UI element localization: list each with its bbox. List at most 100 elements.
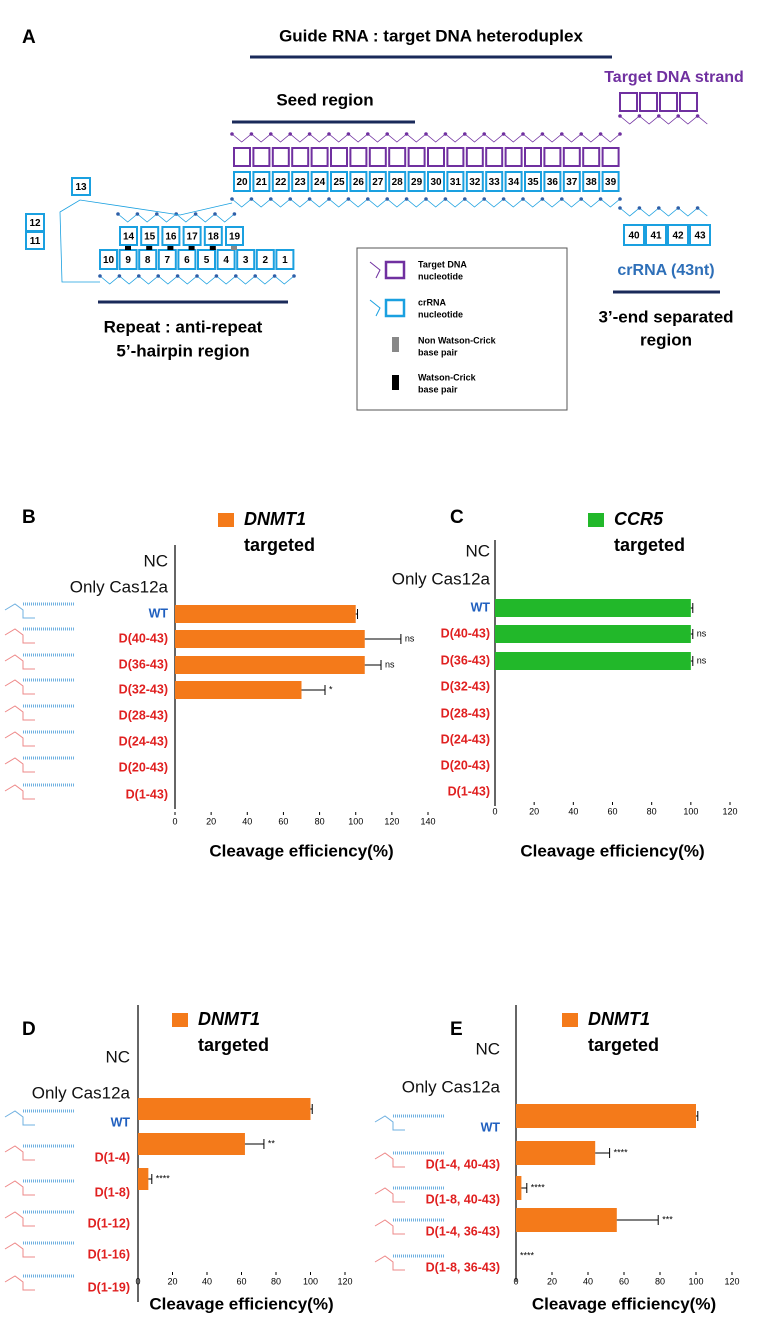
bar: [138, 1168, 149, 1190]
backbone-dot: [579, 197, 583, 201]
x-axis-label: Cleavage efficiency(%): [209, 841, 393, 860]
category-label: D(28-43): [441, 706, 490, 720]
bar: [495, 625, 691, 643]
crrna-nucleotide: [99, 249, 118, 270]
backbone-dot: [676, 114, 680, 118]
backbone-dot: [156, 274, 160, 278]
crrna-nucleotide: [504, 171, 523, 192]
backbone-dot: [443, 197, 448, 201]
crrna-nucleotide: [275, 249, 295, 270]
backbone-dot: [288, 132, 293, 136]
crrna-nucleotide: [330, 171, 348, 192]
legend-icon: [392, 375, 399, 390]
backbone-dot: [657, 114, 661, 118]
backbone-dot: [288, 197, 293, 201]
crrna-nucleotide-number: 2: [263, 255, 269, 266]
legend-note: targeted: [244, 535, 315, 555]
target-nucleotide: [485, 147, 504, 167]
category-label: D(1-4, 40-43): [426, 1157, 500, 1171]
backbone: [619, 207, 708, 217]
crrna-nucleotide-number: 29: [411, 177, 423, 188]
category-label: D(1-19): [88, 1280, 130, 1294]
legend-text: nucleotide: [418, 271, 463, 281]
legend-text: Watson-Crick: [418, 372, 477, 382]
significance: ****: [520, 1250, 535, 1260]
crrna-nucleotide: [25, 213, 45, 232]
backbone-dot: [366, 197, 370, 201]
backbone-dot: [253, 274, 257, 278]
backbone-dot: [521, 132, 525, 136]
crrna-nucleotide: [225, 226, 244, 246]
crrna-nucleotide-number: 4: [223, 255, 229, 266]
backbone-dot: [560, 132, 564, 136]
crrna-nucleotide: [119, 226, 138, 246]
crrna-nucleotide-number: 21: [256, 177, 268, 188]
target-nucleotide: [659, 92, 678, 112]
crrna-nucleotide-number: 43: [694, 231, 706, 242]
legend-swatch: [218, 513, 234, 527]
legend-text: base pair: [418, 347, 458, 357]
legend-note: targeted: [614, 535, 685, 555]
crrna-nucleotide: [161, 226, 181, 246]
backbone-dot: [540, 197, 545, 201]
crrna-icon: [374, 1152, 405, 1168]
bar: [175, 605, 356, 623]
x-tick-label: 20: [167, 1276, 177, 1286]
crrna-nucleotide: [71, 177, 91, 196]
backbone-dot: [463, 132, 467, 136]
category-label: NC: [105, 1047, 130, 1066]
bar: [175, 681, 302, 699]
backbone-dot: [657, 206, 661, 210]
bar: [175, 656, 365, 674]
crrna-nucleotide-number: 15: [144, 232, 156, 243]
target-nucleotide: [639, 92, 658, 112]
crrna-nucleotide-number: 41: [650, 231, 662, 242]
crrna-nucleotide: [427, 171, 445, 192]
x-tick-label: 60: [607, 806, 617, 816]
crrna-nucleotide-number: 7: [165, 255, 171, 266]
x-tick-label: 0: [513, 1276, 518, 1286]
x-tick-label: 80: [655, 1276, 665, 1286]
bar: [138, 1133, 245, 1155]
backbone-dot: [175, 274, 180, 278]
x-tick-label: 40: [202, 1276, 212, 1286]
category-label: D(36-43): [119, 657, 168, 671]
seed-label: Seed region: [276, 90, 373, 109]
crrna-nucleotide: [203, 226, 223, 246]
target-nucleotide: [524, 147, 542, 167]
crrna-nucleotide-number: 23: [295, 177, 307, 188]
x-tick-label: 20: [547, 1276, 557, 1286]
crrna-nucleotide-number: 12: [29, 218, 41, 229]
significance: ns: [697, 655, 707, 665]
backbone-dot: [424, 132, 428, 136]
crrna-nucleotide-number: 19: [229, 232, 241, 243]
category-label: WT: [481, 1120, 501, 1134]
crrna-nucleotide: [407, 171, 426, 192]
base-pair: [231, 246, 237, 250]
backbone-dot: [366, 132, 370, 136]
crrna-nucleotide: [388, 171, 407, 192]
x-tick-label: 80: [271, 1276, 281, 1286]
crrna-nucleotide: [182, 226, 202, 246]
x-tick-label: 120: [724, 1276, 739, 1286]
backbone-dot: [346, 132, 351, 136]
legend-icon: [369, 261, 381, 279]
backbone-dot: [560, 197, 564, 201]
x-tick-label: 0: [135, 1276, 140, 1286]
crrna-nucleotide-number: 13: [75, 182, 87, 193]
category-label: D(1-43): [126, 787, 168, 801]
crrna-nucleotide-number: 38: [586, 177, 598, 188]
backbone-dot: [307, 132, 312, 136]
backbone-dot: [346, 197, 351, 201]
backbone-dot: [137, 274, 141, 278]
x-tick-label: 80: [315, 816, 325, 826]
backbone-dot: [272, 274, 277, 278]
category-label: D(1-8, 36-43): [426, 1260, 500, 1274]
backbone-dot: [521, 197, 525, 201]
crrna-icon: [4, 603, 35, 619]
crrna-nucleotide: [157, 249, 177, 270]
crrna-icon: [4, 679, 35, 695]
crrna-label: crRNA (43nt): [617, 262, 714, 279]
backbone-dot: [501, 132, 506, 136]
backbone-dot: [195, 274, 199, 278]
